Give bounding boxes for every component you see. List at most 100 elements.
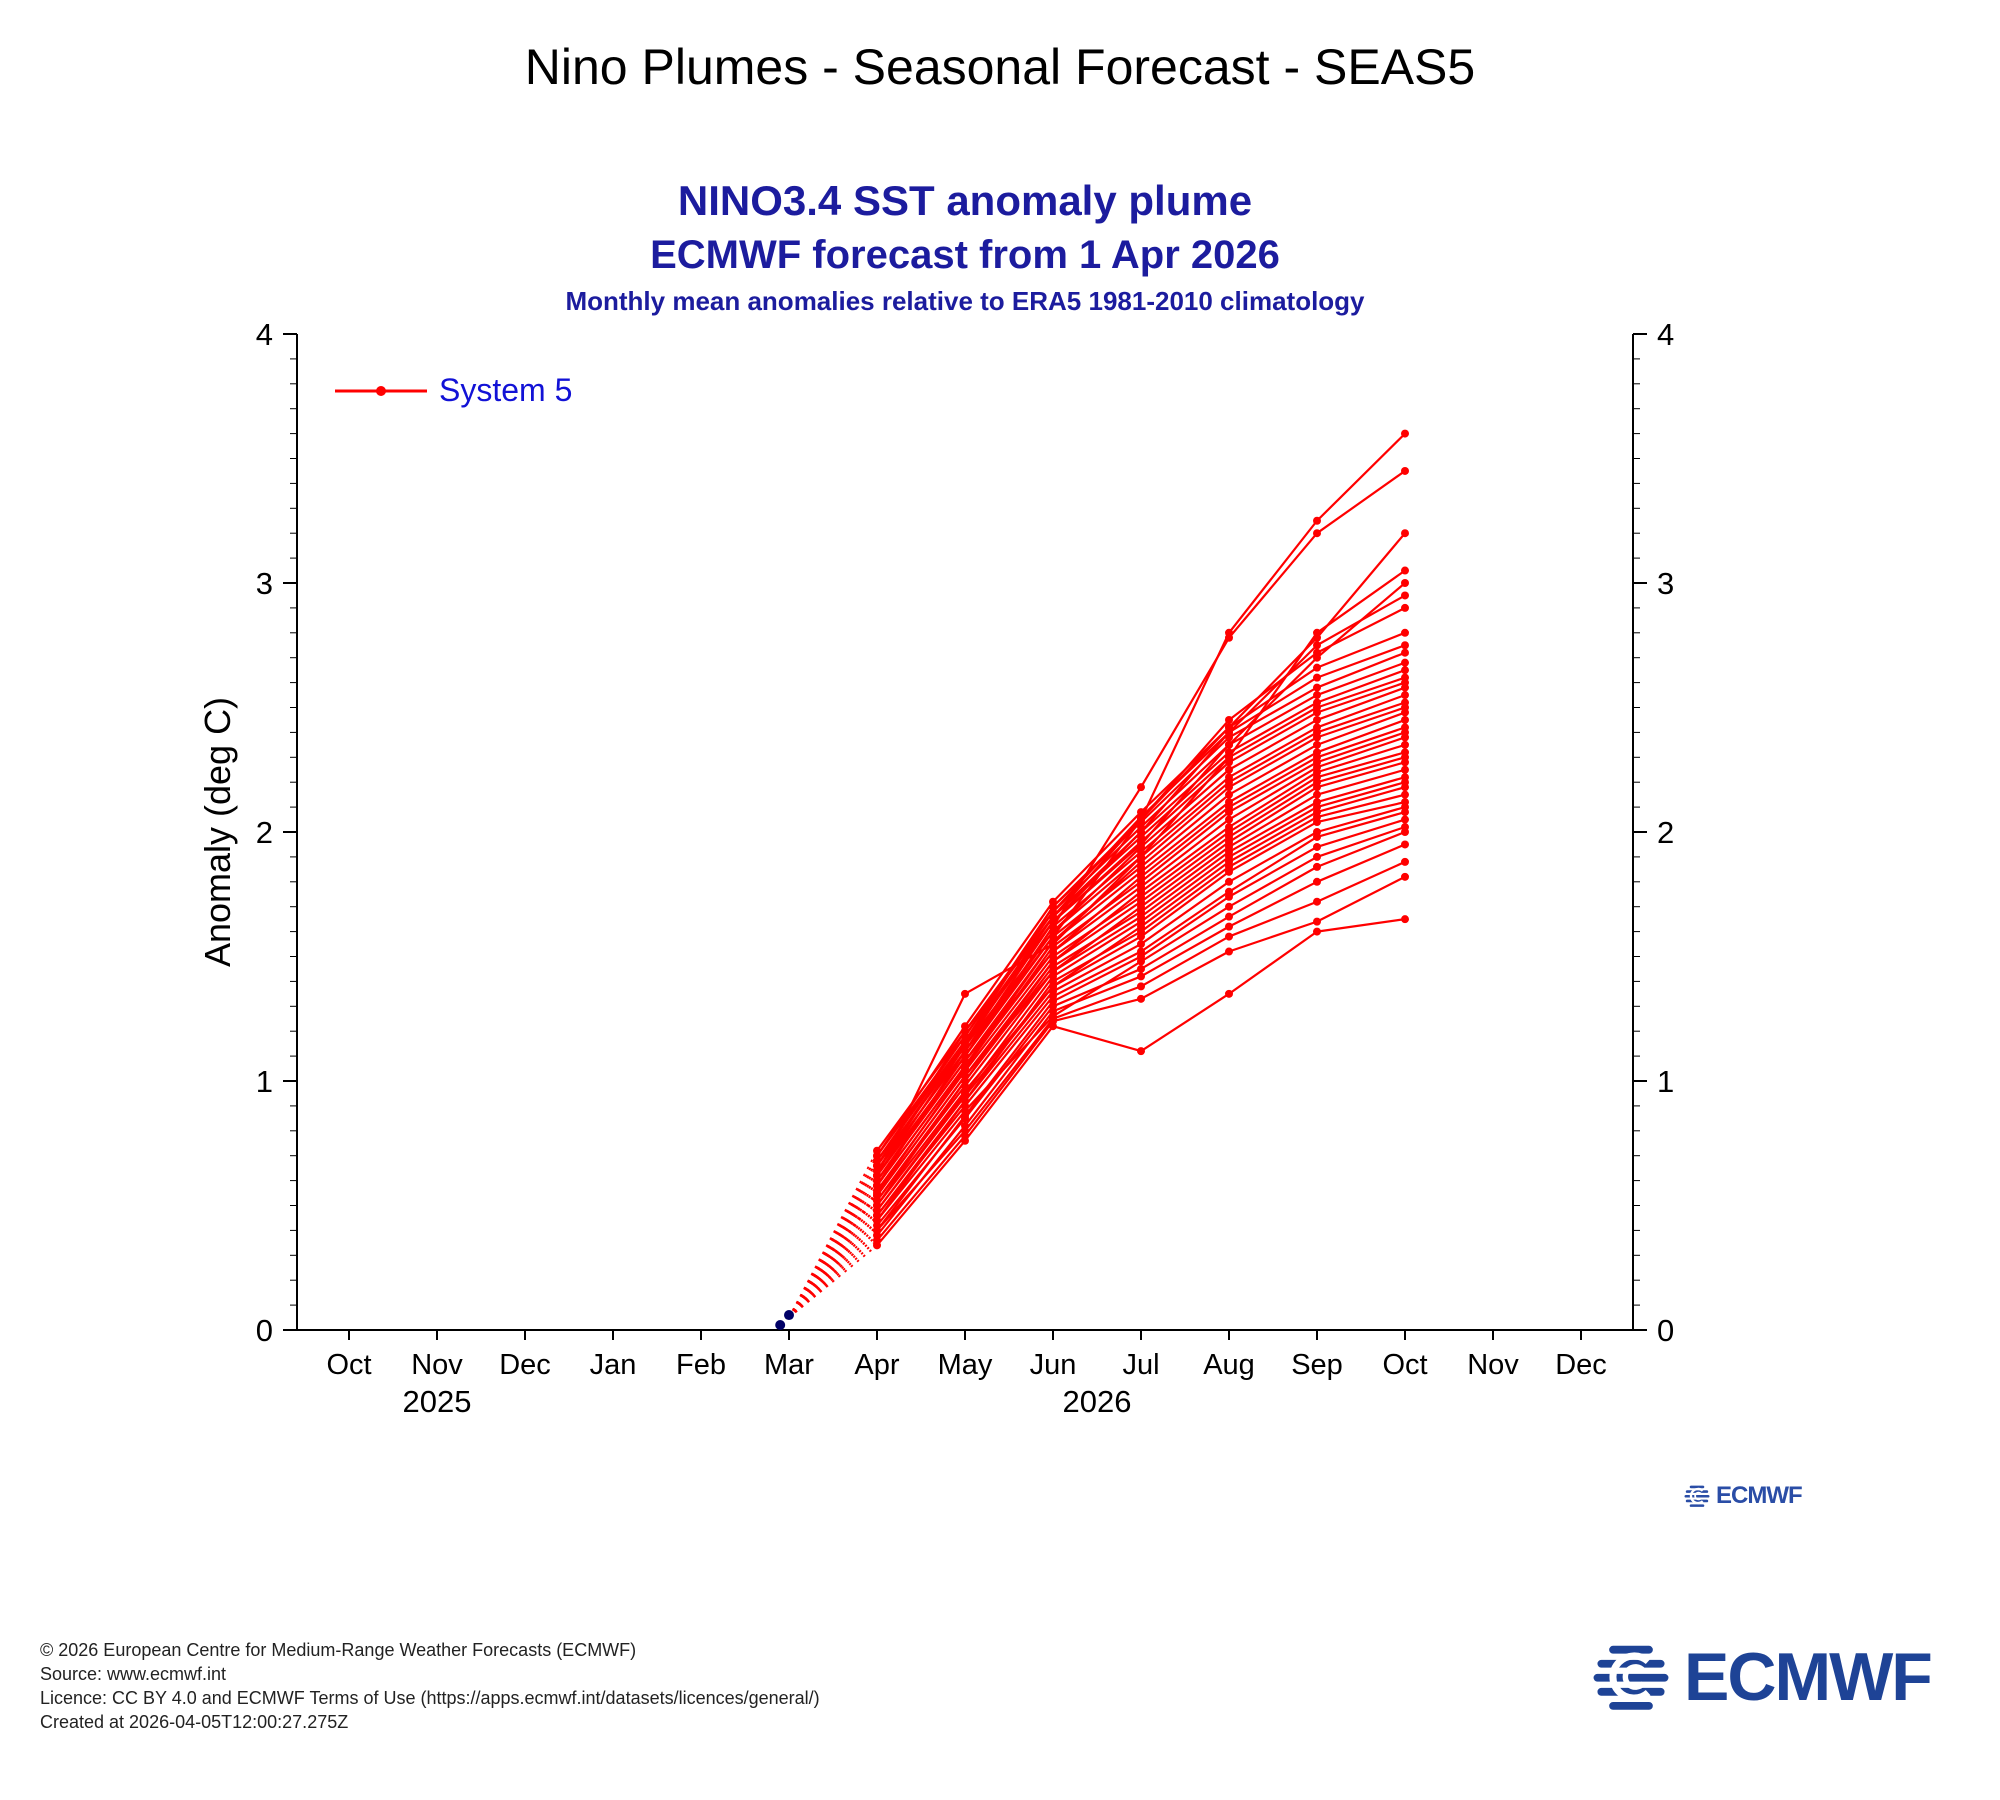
member-dot <box>1313 641 1321 650</box>
footer-source: Source: www.ecmwf.int <box>40 1664 227 1684</box>
member-dotted-segment <box>788 1165 878 1319</box>
member-dot <box>1313 683 1321 692</box>
member-dotted-segment <box>788 1214 878 1319</box>
member-dotted-segment <box>788 1185 878 1319</box>
member-dot <box>1401 815 1409 824</box>
member-dotted-segment <box>788 1229 878 1319</box>
member-dot <box>1401 840 1409 849</box>
member-dot <box>1137 947 1145 956</box>
member-dotted-segment <box>788 1155 878 1318</box>
member-dot <box>1137 964 1145 973</box>
ecmwf-logo-icon <box>1684 1485 1710 1507</box>
chart-title: NINO3.4 SST anomaly plume <box>677 177 1253 224</box>
member-dot <box>1401 466 1409 475</box>
member-dotted-segment <box>788 1175 878 1319</box>
member-dot <box>1313 828 1321 836</box>
member-dot <box>1401 823 1409 832</box>
member-dot <box>1313 790 1321 799</box>
member-dotted-segment <box>788 1155 878 1318</box>
member-dot <box>1225 932 1233 941</box>
footer-created: Created at 2026-04-05T12:00:27.275Z <box>40 1712 349 1732</box>
x-tick-label: Nov <box>1467 1349 1519 1381</box>
member-dotted-segment <box>788 1160 878 1318</box>
member-dot <box>1401 798 1409 807</box>
x-tick-label: Dec <box>1555 1349 1607 1381</box>
member-dotted-segment <box>788 1239 878 1319</box>
chart-subtitle: ECMWF forecast from 1 Apr 2026 <box>650 233 1280 278</box>
member-dot <box>1401 579 1409 587</box>
member-dot <box>1313 862 1321 871</box>
member-dot <box>1225 765 1233 774</box>
footer-licence: Licence: CC BY 4.0 and ECMWF Terms of Us… <box>40 1688 820 1708</box>
member-dot <box>1401 691 1409 700</box>
member-dot <box>1049 940 1057 949</box>
member-dot <box>1137 972 1145 981</box>
member-dot <box>1401 715 1409 724</box>
ecmwf-logo-text: ECMWF <box>1716 1482 1803 1509</box>
x-tick-label: Jul <box>1122 1349 1159 1381</box>
member-dot <box>1137 815 1145 824</box>
legend: System 5 <box>335 372 572 409</box>
member-dot <box>1225 989 1233 998</box>
member-dot <box>1313 673 1321 682</box>
member-dot <box>961 1089 969 1098</box>
ecmwf-logo-text: ECMWF <box>1684 1639 1933 1715</box>
member-dot <box>1401 765 1409 774</box>
member-dot <box>1049 922 1057 931</box>
member-dot <box>1049 912 1057 921</box>
member-dot <box>1225 740 1233 749</box>
y-tick-label: 1 <box>1657 1064 1674 1099</box>
member-dotted-segment <box>788 1219 878 1319</box>
chart-header: NINO3.4 SST anomaly plume ECMWF forecast… <box>297 176 1633 317</box>
member-dot <box>873 1189 881 1198</box>
member-dot <box>1313 798 1321 807</box>
member-dot <box>1137 783 1145 792</box>
member-dot <box>1401 773 1409 782</box>
x-tick-label: Aug <box>1203 1349 1255 1381</box>
figure-ecmwf-logo: ECMWF <box>1684 1482 1803 1510</box>
member-dot <box>1137 1047 1145 1056</box>
member-dotted-segment <box>788 1185 878 1319</box>
member-dot <box>1313 877 1321 886</box>
y-tick-label: 1 <box>256 1064 273 1099</box>
member-dot <box>1313 740 1321 749</box>
member-dot <box>1225 823 1233 832</box>
x-tick-label: Oct <box>1382 1349 1427 1381</box>
y-tick-label: 4 <box>256 317 273 352</box>
member-dot <box>1137 828 1145 836</box>
member-dot <box>1225 877 1233 886</box>
member-dot <box>961 1027 969 1036</box>
member-dotted-segment <box>788 1204 878 1319</box>
member-dot <box>1049 967 1057 976</box>
chart-climatology-note: Monthly mean anomalies relative to ERA5 … <box>565 286 1365 317</box>
member-dot <box>1401 748 1409 757</box>
member-dot <box>1313 927 1321 936</box>
y-tick-label: 2 <box>256 815 273 850</box>
member-dot <box>961 989 969 998</box>
x-tick-label: Apr <box>854 1349 899 1381</box>
member-dot <box>1401 666 1409 675</box>
member-dot <box>1225 790 1233 799</box>
member-dot <box>1401 591 1409 600</box>
member-dot <box>1401 723 1409 732</box>
member-dot <box>961 1111 969 1120</box>
member-dotted-segment <box>788 1199 878 1319</box>
ecmwf-logo-icon <box>1593 1645 1669 1710</box>
y-tick-label: 2 <box>1657 815 1674 850</box>
x-tick-label: Dec <box>499 1349 551 1381</box>
member-dot <box>961 1042 969 1051</box>
member-dot <box>961 1121 969 1130</box>
member-dot <box>1225 887 1233 896</box>
year-label: 2025 <box>403 1384 472 1419</box>
member-dot <box>1313 897 1321 906</box>
member-dot <box>1401 673 1409 682</box>
member-dot <box>1401 790 1409 799</box>
member-dot <box>1225 947 1233 956</box>
member-dot <box>1049 947 1057 956</box>
member-dot <box>1313 633 1321 642</box>
member-dot <box>1313 748 1321 757</box>
member-dot <box>961 1096 969 1105</box>
member-dot <box>1225 902 1233 911</box>
x-tick-label: Jun <box>1030 1349 1077 1381</box>
member-dot <box>1401 566 1409 575</box>
